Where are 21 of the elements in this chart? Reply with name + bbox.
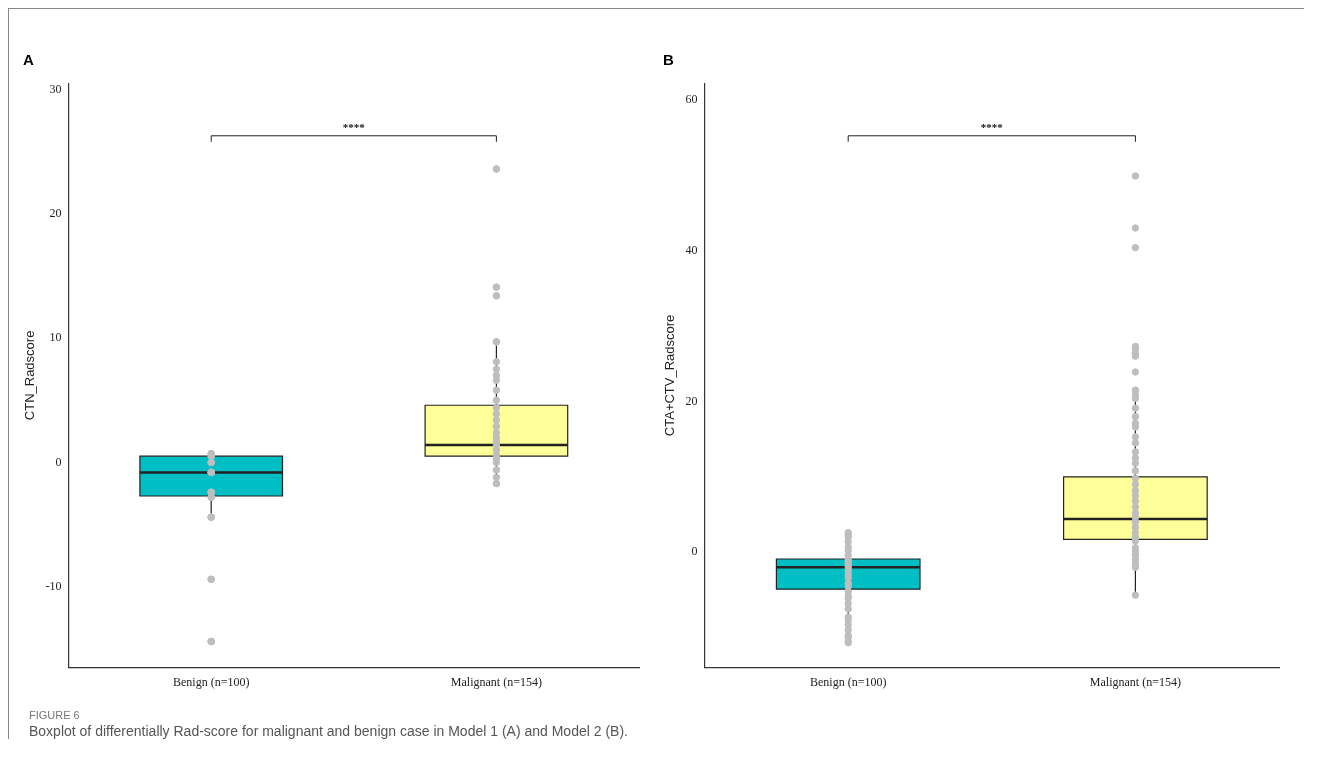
y-tick-label: 0 (55, 454, 62, 469)
x-tick-label: Benign (n=100) (809, 674, 887, 689)
chart-title: A (22, 51, 35, 70)
y-tick-label: 0 (691, 544, 698, 559)
y-tick-label: 30 (49, 81, 62, 96)
y-axis-title: CTN_Radscore (22, 330, 38, 421)
y-axis-title: CTA+CTV_Radscore (662, 314, 678, 437)
x-tick-label: Benign (n=100) (172, 674, 250, 689)
annotation: **** (980, 121, 1004, 134)
text: Boxplot of differentially Rad-score for malignant and benign case in Model 1 (A) and Model 2 (B). (29, 723, 629, 739)
annotation: **** (342, 121, 366, 134)
y-tick-label: 20 (685, 393, 698, 408)
y-tick-label: 20 (49, 205, 62, 220)
y-tick-label: 40 (685, 242, 698, 257)
y-tick-label: 60 (685, 91, 698, 106)
chart-title: B (662, 51, 675, 70)
x-tick-label: Malignant (n=154) (1089, 674, 1181, 689)
y-tick-label: -10 (45, 578, 62, 593)
x-tick-label: Malignant (n=154) (450, 674, 542, 689)
caption: FIGURE 6 (29, 709, 81, 721)
y-tick-label: 10 (49, 330, 62, 345)
